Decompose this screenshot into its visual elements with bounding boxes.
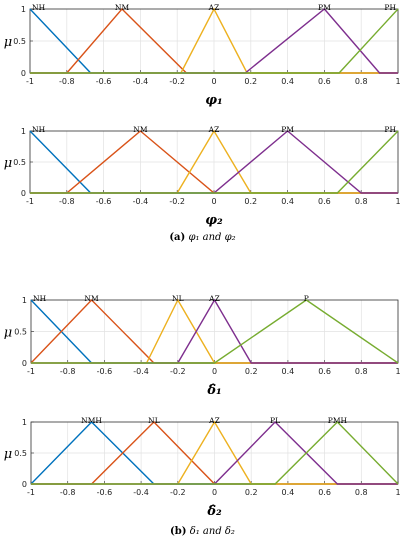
series-label-pm: PM bbox=[318, 3, 331, 12]
x-tick-label: -0.4 bbox=[133, 77, 149, 86]
x-tick-label: -0.8 bbox=[59, 197, 75, 206]
x-tick-label: 0 bbox=[211, 77, 216, 86]
caption-b: (b) δ₁ and δ₂ bbox=[0, 526, 405, 537]
series-label-nh: NH bbox=[33, 294, 47, 303]
x-tick-label: 0.6 bbox=[318, 367, 331, 376]
x-tick-label: -0.4 bbox=[133, 488, 149, 497]
series-label-nl: NL bbox=[148, 416, 160, 425]
x-tick-label: 0.6 bbox=[318, 197, 331, 206]
x-axis-label: δ̂₂ bbox=[206, 504, 222, 519]
series-label-nh: NH bbox=[32, 3, 46, 12]
caption-a: (a) φ₁ and φ₂ bbox=[0, 232, 405, 243]
x-tick-label: 0.8 bbox=[355, 77, 368, 86]
x-tick-label: -1 bbox=[26, 197, 34, 206]
x-axis-label: δ̂₁ bbox=[206, 383, 221, 398]
x-tick-label: -0.8 bbox=[59, 77, 75, 86]
x-tick-label: -0.8 bbox=[60, 488, 76, 497]
x-tick-label: -0.6 bbox=[97, 367, 113, 376]
y-tick-label: 1 bbox=[21, 127, 26, 136]
series-line-p bbox=[31, 299, 399, 364]
x-axis-label: φ₂ bbox=[205, 213, 223, 228]
y-tick-label: 0 bbox=[22, 480, 27, 489]
y-tick-label: 0 bbox=[21, 69, 26, 78]
x-tick-label: 0.4 bbox=[282, 488, 295, 497]
y-tick-label: 0 bbox=[21, 189, 26, 198]
x-tick-label: -0.6 bbox=[96, 77, 112, 86]
series-label-nm: NM bbox=[133, 125, 148, 134]
x-tick-label: -1 bbox=[27, 367, 35, 376]
series-line-ph bbox=[30, 8, 399, 74]
y-tick-label: 0.5 bbox=[13, 37, 26, 46]
x-tick-label: -0.2 bbox=[170, 488, 186, 497]
series-label-pmh: PMH bbox=[328, 416, 348, 425]
x-tick-label: -0.4 bbox=[133, 367, 149, 376]
chart-panel-3: -1 -0.8 -0.6 -0.4 -0.2 0 0.2 0.4 0.6 0.8 1 0 0.5 1 NH N… bbox=[4, 294, 401, 398]
x-tick-label: 0.8 bbox=[355, 488, 368, 497]
x-tick-label: -0.2 bbox=[169, 77, 185, 86]
x-tick-label: 1 bbox=[395, 197, 400, 206]
x-tick-label: 0.2 bbox=[244, 77, 257, 86]
series-label-az: AZ bbox=[208, 3, 220, 12]
y-tick-label: 1 bbox=[22, 296, 27, 305]
caption-b-tag: (b) bbox=[170, 526, 187, 537]
y-axis-label: μ bbox=[4, 326, 12, 341]
caption-b-text: δ₁ and δ₂ bbox=[189, 526, 235, 537]
y-tick-label: 0.5 bbox=[14, 328, 27, 337]
x-tick-label: 0.4 bbox=[281, 197, 294, 206]
x-tick-label: -0.8 bbox=[60, 367, 76, 376]
x-tick-label: -0.2 bbox=[169, 197, 185, 206]
x-tick-label: 1 bbox=[395, 367, 400, 376]
series-label-p: P bbox=[304, 294, 309, 303]
series-line-ph bbox=[30, 130, 399, 194]
x-tick-label: -0.6 bbox=[97, 488, 113, 497]
x-tick-label: 0.6 bbox=[318, 488, 331, 497]
x-tick-label: 0.2 bbox=[244, 197, 257, 206]
x-tick-label: 0 bbox=[212, 367, 217, 376]
chart-panel-2: -1 -0.8 -0.6 -0.4 -0.2 0 0.2 0.4 0.6 0.8 1 0 0.5 1 NH N… bbox=[4, 125, 401, 228]
series-label-az: AZ bbox=[208, 294, 220, 303]
y-tick-label: 0.5 bbox=[14, 449, 27, 458]
series-label-pm: PM bbox=[281, 125, 294, 134]
series-label-nm: NM bbox=[115, 3, 130, 12]
x-tick-label: 0.8 bbox=[355, 197, 368, 206]
series-label-ph: PH bbox=[384, 125, 396, 134]
x-tick-label: 0.4 bbox=[282, 367, 295, 376]
series-label-nl: NL bbox=[172, 294, 184, 303]
x-tick-label: 0.8 bbox=[355, 367, 368, 376]
x-tick-label: 0.4 bbox=[281, 77, 294, 86]
caption-a-tag: (a) bbox=[169, 232, 186, 243]
x-tick-label: 0 bbox=[211, 197, 216, 206]
x-tick-label: 0.2 bbox=[245, 488, 258, 497]
x-tick-label: 0.2 bbox=[245, 367, 258, 376]
y-tick-label: 1 bbox=[21, 5, 26, 14]
series-label-az: AZ bbox=[208, 125, 220, 134]
x-tick-label: 1 bbox=[395, 77, 400, 86]
series-label-pl: PL bbox=[270, 416, 280, 425]
chart-panel-1: -1 -0.8 -0.6 -0.4 -0.2 0 0.2 0.4 0.6 0.8 1 0 0.5 1 NH N… bbox=[4, 3, 401, 108]
series-label-az: AZ bbox=[208, 416, 220, 425]
x-tick-label: 1 bbox=[395, 488, 400, 497]
x-tick-label: -0.2 bbox=[170, 367, 186, 376]
x-tick-label: -1 bbox=[26, 77, 34, 86]
series-line-pmh bbox=[31, 421, 399, 485]
series-label-nh: NH bbox=[32, 125, 46, 134]
y-axis-label: μ bbox=[4, 156, 12, 171]
series-label-ph: PH bbox=[384, 3, 396, 12]
x-tick-label: 0.6 bbox=[318, 77, 331, 86]
y-tick-label: 1 bbox=[22, 418, 27, 427]
x-tick-label: -0.4 bbox=[133, 197, 149, 206]
y-tick-label: 0.5 bbox=[13, 158, 26, 167]
y-tick-label: 0 bbox=[22, 359, 27, 368]
x-tick-label: -0.6 bbox=[96, 197, 112, 206]
x-tick-label: -1 bbox=[27, 488, 35, 497]
series-label-nm: NM bbox=[84, 294, 99, 303]
x-axis-label: φ₁ bbox=[205, 93, 222, 108]
chart-panel-4: -1 -0.8 -0.6 -0.4 -0.2 0 0.2 0.4 0.6 0.8 1 0 0.5 1 NMH… bbox=[4, 416, 401, 519]
series-label-nmh: NMH bbox=[81, 416, 102, 425]
caption-a-text: φ₁ and φ₂ bbox=[188, 232, 236, 243]
y-axis-label: μ bbox=[4, 447, 12, 462]
y-axis-label: μ bbox=[4, 35, 12, 50]
x-tick-label: 0 bbox=[212, 488, 217, 497]
